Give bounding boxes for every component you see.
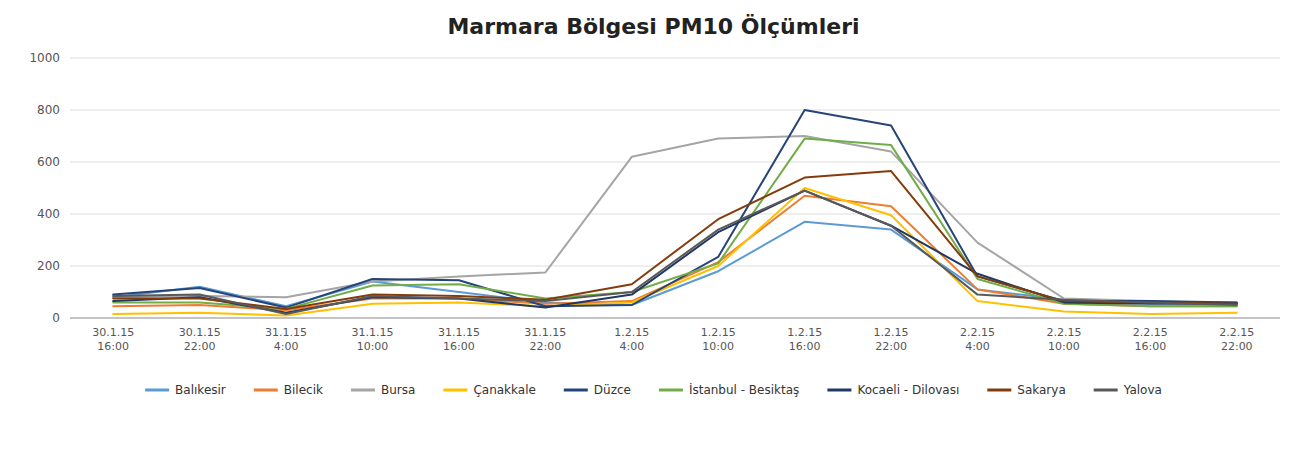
x-axis: 30.1.1516:00 30.1.1522:00 31.1.154:00 31.1.… [92, 326, 1254, 353]
title: Marmara Bölgesi PM10 Ölçümleri [447, 14, 859, 39]
legend-swatch [659, 389, 683, 392]
legend-item: Balıkesir [145, 383, 226, 397]
grid-line [70, 58, 1280, 59]
grid-line [70, 162, 1280, 163]
legend-item: Düzce [564, 383, 631, 397]
series-line [113, 191, 1237, 315]
x-tick-label: 2.2.1510:00 [1046, 326, 1081, 353]
y-tick-label: 1000 [29, 51, 60, 65]
y-tick-label: 600 [37, 155, 60, 169]
y-axis: 0 200 400 600 800 1000 [29, 51, 1280, 325]
legend-label: Çanakkale [473, 383, 535, 397]
y-tick-label: 0 [52, 311, 60, 325]
legend-swatch [443, 389, 467, 392]
x-tick-label: 31.1.1522:00 [524, 326, 566, 353]
x-tick-label: 2.2.154:00 [960, 326, 995, 353]
x-tick-label: 1.2.1510:00 [701, 326, 736, 353]
x-tick-label: 1.2.1516:00 [787, 326, 822, 353]
grid-line [70, 110, 1280, 111]
legend-label: Sakarya [1017, 383, 1065, 397]
lines [113, 110, 1237, 315]
legend-item: Bursa [351, 383, 415, 397]
legend-swatch [987, 389, 1011, 392]
x-tick-label: 30.1.1522:00 [179, 326, 221, 353]
legend-label: Kocaeli - Dilovası [857, 383, 959, 397]
legend-item: İstanbul - Besiktaş [659, 382, 799, 397]
grid-line [70, 214, 1280, 215]
legend-swatch [254, 389, 278, 392]
series-line [113, 171, 1237, 309]
legend-item: Bilecik [254, 383, 323, 397]
grid-line [70, 266, 1280, 267]
y-tick-label: 800 [37, 103, 60, 117]
series-line [113, 196, 1237, 310]
legend-item: Sakarya [987, 383, 1065, 397]
legend-label: Bilecik [284, 383, 323, 397]
x-tick-label: 31.1.1510:00 [352, 326, 394, 353]
legend-label: Düzce [594, 383, 631, 397]
legend-label: Bursa [381, 383, 415, 397]
legend-swatch [351, 389, 375, 392]
legend-label: İstanbul - Besiktaş [689, 382, 799, 397]
x-tick-label: 1.2.1522:00 [874, 326, 909, 353]
legend-swatch [1094, 389, 1118, 392]
x-tick-label: 1.2.154:00 [614, 326, 649, 353]
legend-label: Yalova [1123, 383, 1162, 397]
legend-label: Balıkesir [175, 383, 226, 397]
legend: Balıkesir Bilecik Bursa Çanakkale Düzce İstan… [145, 382, 1162, 397]
legend-item: Yalova [1094, 383, 1162, 397]
legend-swatch [564, 389, 588, 392]
series-line [113, 139, 1237, 309]
grid-line [70, 318, 1280, 319]
y-tick-label: 400 [37, 207, 60, 221]
legend-item: Kocaeli - Dilovası [827, 383, 959, 397]
legend-swatch [827, 389, 851, 392]
y-tick-label: 200 [37, 259, 60, 273]
x-tick-label: 31.1.1516:00 [438, 326, 480, 353]
x-tick-label: 31.1.154:00 [265, 326, 307, 353]
legend-swatch [145, 389, 169, 392]
chart: Marmara Bölgesi PM10 Ölçümleri 0 200 400 600… [0, 0, 1307, 470]
x-tick-label: 2.2.1516:00 [1133, 326, 1168, 353]
legend-item: Çanakkale [443, 383, 535, 397]
x-tick-label: 30.1.1516:00 [92, 326, 134, 353]
x-axis-line [70, 318, 1280, 319]
x-tick-label: 2.2.1522:00 [1219, 326, 1254, 353]
